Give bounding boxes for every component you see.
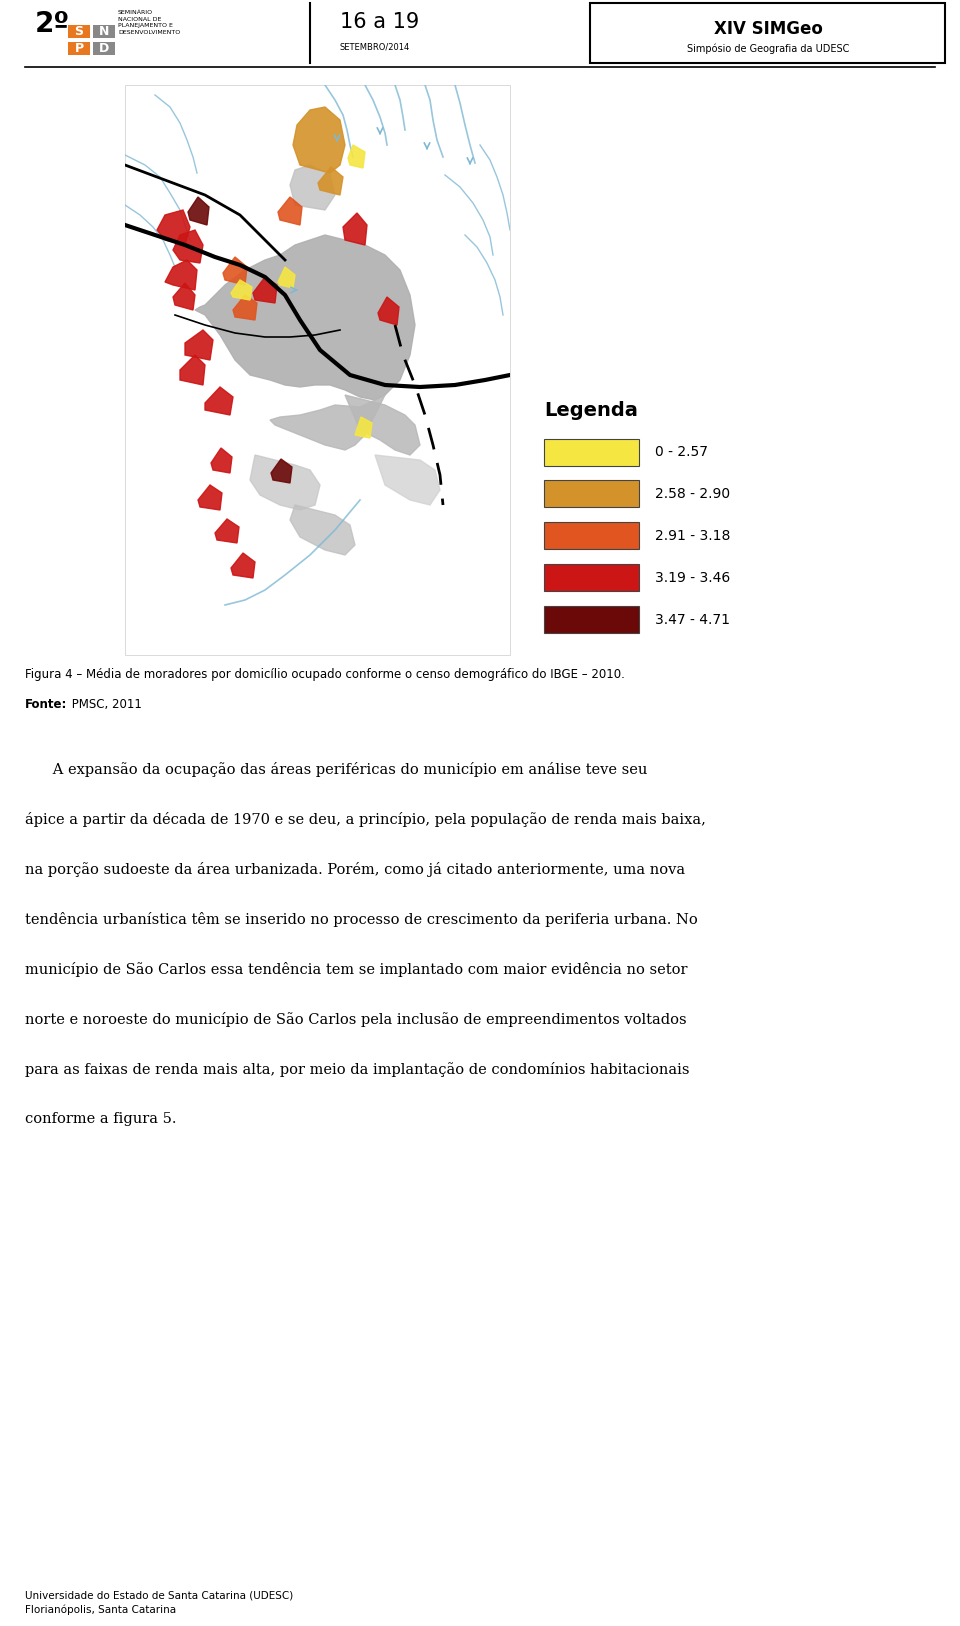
Polygon shape (290, 506, 355, 554)
Text: 2º: 2º (35, 10, 70, 37)
Polygon shape (253, 276, 277, 302)
Polygon shape (270, 395, 385, 450)
Text: S: S (75, 24, 84, 37)
Bar (544, 480, 638, 507)
Polygon shape (180, 354, 205, 385)
Polygon shape (205, 387, 233, 415)
Text: 2.58 - 2.90: 2.58 - 2.90 (656, 486, 731, 501)
Polygon shape (198, 485, 222, 511)
Text: P: P (75, 42, 84, 55)
Polygon shape (195, 236, 415, 400)
Text: 16 a 19: 16 a 19 (340, 11, 420, 33)
Bar (93, 42, 115, 55)
Text: XIV SIMGeo: XIV SIMGeo (713, 20, 823, 37)
Polygon shape (290, 164, 335, 210)
Text: 3.47 - 4.71: 3.47 - 4.71 (656, 613, 731, 626)
Polygon shape (165, 260, 197, 289)
Polygon shape (378, 298, 399, 325)
Bar (544, 439, 638, 465)
Text: D: D (99, 42, 109, 55)
Polygon shape (231, 553, 255, 577)
Polygon shape (185, 330, 213, 359)
Bar (544, 564, 638, 592)
Bar (544, 606, 638, 633)
Polygon shape (188, 197, 209, 224)
Bar (93, 24, 115, 37)
Polygon shape (355, 416, 372, 437)
Polygon shape (231, 280, 252, 301)
Polygon shape (233, 294, 257, 320)
Text: município de São Carlos essa tendência tem se implantado com maior evidência no : município de São Carlos essa tendência t… (25, 963, 687, 977)
Polygon shape (318, 167, 343, 195)
Polygon shape (157, 210, 190, 246)
Polygon shape (211, 449, 232, 473)
Polygon shape (250, 455, 320, 511)
Text: A expansão da ocupação das áreas periféricas do município em análise teve seu: A expansão da ocupação das áreas perifér… (25, 763, 647, 777)
Polygon shape (173, 229, 203, 263)
Text: norte e noroeste do município de São Carlos pela inclusão de empreendimentos vol: norte e noroeste do município de São Car… (25, 1011, 686, 1028)
Bar (125, 85, 510, 655)
Text: conforme a figura 5.: conforme a figura 5. (25, 1112, 177, 1125)
Text: ápice a partir da década de 1970 e se deu, a princípio, pela população de renda : ápice a partir da década de 1970 e se de… (25, 811, 706, 828)
Text: PMSC, 2011: PMSC, 2011 (68, 698, 142, 711)
Polygon shape (278, 197, 302, 224)
Text: Fonte:: Fonte: (25, 698, 67, 711)
Polygon shape (345, 395, 420, 455)
Polygon shape (375, 455, 440, 506)
Polygon shape (348, 145, 365, 167)
Polygon shape (293, 107, 345, 172)
Text: 3.19 - 3.46: 3.19 - 3.46 (656, 571, 731, 585)
Bar (68, 42, 90, 55)
Text: tendência urbanística têm se inserido no processo de crescimento da periferia ur: tendência urbanística têm se inserido no… (25, 912, 698, 927)
Polygon shape (278, 267, 295, 288)
Polygon shape (343, 213, 367, 246)
Bar (590, 3, 945, 63)
Bar (544, 522, 638, 550)
Text: Simpósio de Geografia da UDESC: Simpósio de Geografia da UDESC (686, 42, 850, 54)
Polygon shape (173, 283, 195, 311)
Text: Figura 4 – Média de moradores por domicílio ocupado conforme o censo demográfico: Figura 4 – Média de moradores por domicí… (25, 668, 625, 681)
Text: SETEMBRO/2014: SETEMBRO/2014 (340, 42, 410, 50)
Text: N: N (99, 24, 109, 37)
Polygon shape (223, 257, 247, 285)
Text: 2.91 - 3.18: 2.91 - 3.18 (656, 528, 731, 543)
Text: Universidade do Estado de Santa Catarina (UDESC)
Florianópolis, Santa Catarina: Universidade do Estado de Santa Catarina… (25, 1590, 293, 1615)
Text: 0 - 2.57: 0 - 2.57 (656, 446, 708, 459)
Polygon shape (271, 459, 292, 483)
Bar (68, 24, 90, 37)
Text: na porção sudoeste da área urbanizada. Porém, como já citado anteriormente, uma : na porção sudoeste da área urbanizada. P… (25, 862, 685, 876)
Text: Legenda: Legenda (544, 400, 637, 420)
Text: para as faixas de renda mais alta, por meio da implantação de condomínios habita: para as faixas de renda mais alta, por m… (25, 1062, 689, 1076)
Text: SEMINÁRIO
NACIONAL DE
PLANEJAMENTO E
DESENVOLVIMENTO: SEMINÁRIO NACIONAL DE PLANEJAMENTO E DES… (118, 10, 180, 34)
Polygon shape (215, 519, 239, 543)
